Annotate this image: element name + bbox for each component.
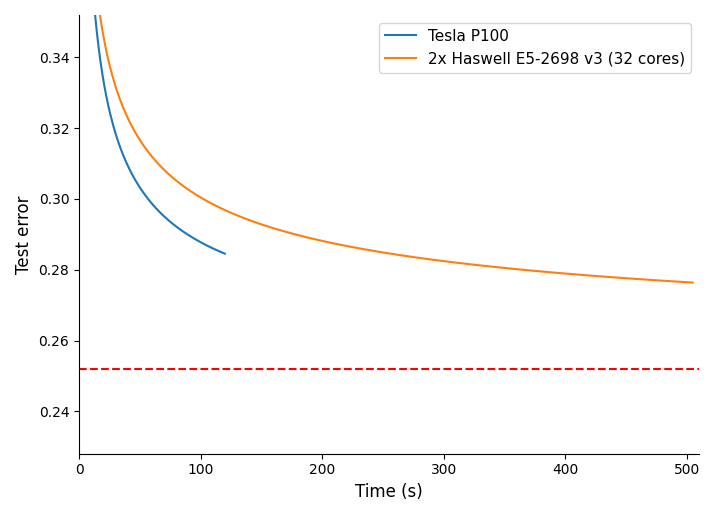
Legend: Tesla P100, 2x Haswell E5-2698 v3 (32 cores): Tesla P100, 2x Haswell E5-2698 v3 (32 co… bbox=[379, 23, 691, 73]
Tesla P100 bbox=[160, 213, 168, 219]
2x Haswell E5-2698 v3 (32 cores) bbox=[373, 249, 382, 255]
2x Haswell E5-2698 v3 (32 cores) bbox=[671, 279, 679, 285]
2x Haswell E5-2698 v3 (32 cores) bbox=[670, 278, 679, 284]
Tesla P100 bbox=[200, 241, 209, 247]
Tesla P100 bbox=[185, 233, 194, 239]
2x Haswell E5-2698 v3 (32 cores) bbox=[357, 246, 365, 252]
Line: Tesla P100: Tesla P100 bbox=[79, 0, 225, 254]
2x Haswell E5-2698 v3 (32 cores) bbox=[558, 270, 566, 277]
Tesla P100 bbox=[168, 220, 176, 226]
2x Haswell E5-2698 v3 (32 cores) bbox=[106, 65, 115, 71]
Tesla P100 bbox=[163, 216, 172, 222]
Y-axis label: Test error: Test error bbox=[15, 195, 33, 273]
X-axis label: Time (s): Time (s) bbox=[355, 483, 422, 501]
Tesla P100 bbox=[221, 251, 229, 257]
Line: 2x Haswell E5-2698 v3 (32 cores): 2x Haswell E5-2698 v3 (32 cores) bbox=[79, 0, 692, 283]
2x Haswell E5-2698 v3 (32 cores) bbox=[688, 280, 697, 286]
